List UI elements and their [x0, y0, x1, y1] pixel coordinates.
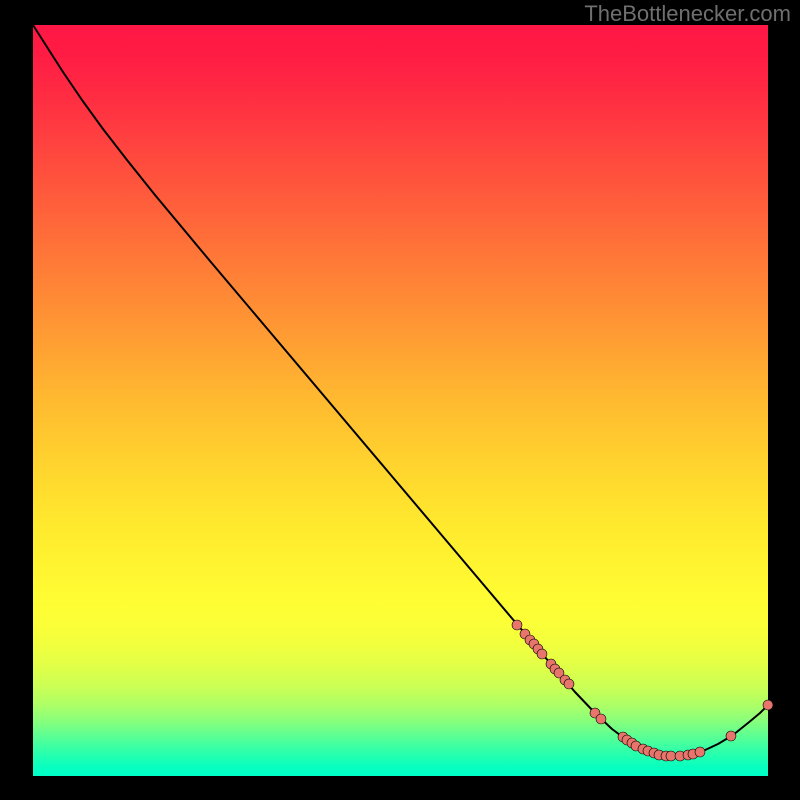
data-markers [512, 620, 773, 761]
plot-background [33, 25, 768, 776]
data-marker [533, 644, 543, 654]
watermark-text: TheBottlenecker.com [584, 1, 791, 27]
data-marker [688, 749, 698, 759]
data-marker [726, 731, 736, 741]
chart-frame: TheBottlenecker.com [0, 0, 800, 800]
data-marker [525, 635, 535, 645]
data-marker [661, 751, 671, 761]
data-marker [627, 738, 637, 748]
data-marker [550, 664, 560, 674]
data-marker [695, 747, 705, 757]
bottleneck-curve [33, 25, 768, 756]
chart-svg [0, 0, 800, 800]
data-marker [520, 629, 530, 639]
data-marker [590, 708, 600, 718]
data-marker [638, 744, 648, 754]
data-marker [649, 748, 659, 758]
data-marker [654, 750, 664, 760]
data-marker [618, 732, 628, 742]
data-marker [763, 700, 773, 710]
data-marker [622, 735, 632, 745]
data-marker [666, 751, 676, 761]
data-marker [564, 679, 574, 689]
data-marker [675, 751, 685, 761]
data-marker [529, 639, 539, 649]
data-marker [554, 668, 564, 678]
data-marker [643, 746, 653, 756]
data-marker [596, 714, 606, 724]
data-marker [631, 741, 641, 751]
data-marker [683, 750, 693, 760]
data-marker [512, 620, 522, 630]
data-marker [537, 649, 547, 659]
data-marker [560, 675, 570, 685]
data-marker [546, 659, 556, 669]
